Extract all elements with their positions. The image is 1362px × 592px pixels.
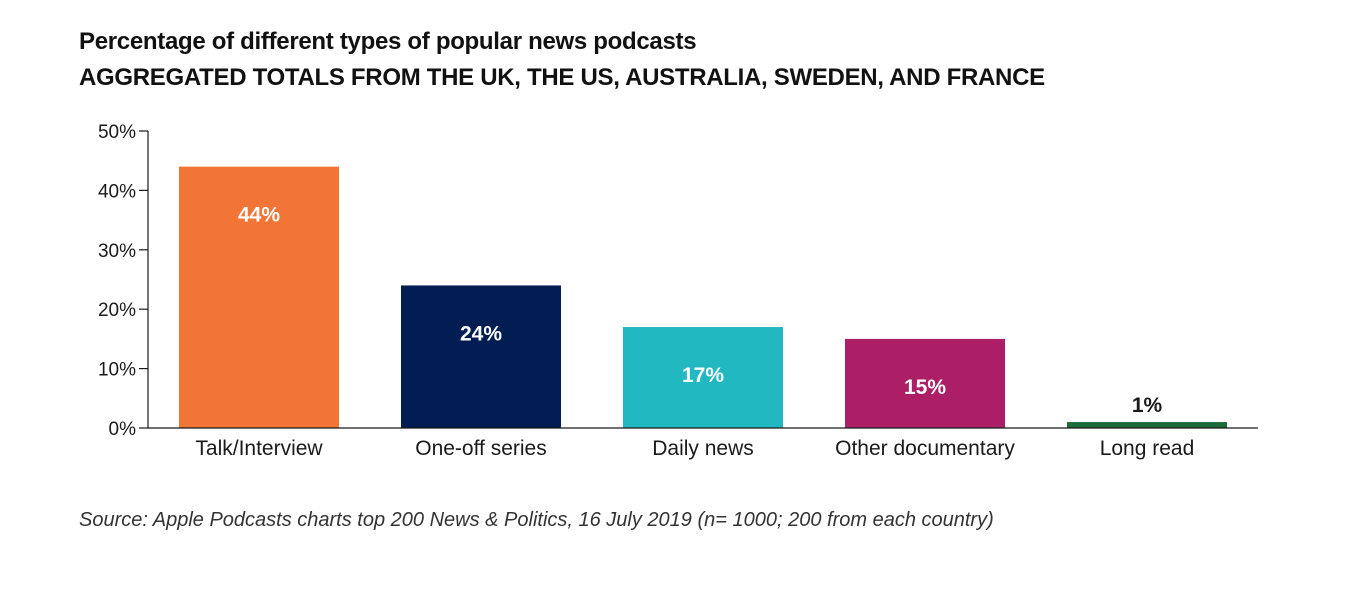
x-tick-label: Talk/Interview [195,437,323,460]
y-tick-label: 0% [109,419,137,440]
bar-value-label: 15% [904,376,946,399]
source-note: Source: Apple Podcasts charts top 200 Ne… [79,509,994,531]
y-tick-label: 40% [98,181,136,202]
bar-value-label: 24% [460,322,502,345]
x-tick-label: Daily news [652,437,754,460]
y-tick-label: 20% [98,300,136,321]
bar [179,166,339,428]
y-tick-label: 30% [98,241,136,262]
bar [845,338,1005,428]
bar-value-label: 44% [238,204,280,227]
y-tick-label: 10% [98,360,136,381]
bar [623,327,783,428]
bar [1067,422,1227,428]
chart-subtitle: AGGREGATED TOTALS FROM THE UK, THE US, A… [79,64,1045,91]
y-tick-label: 50% [98,122,136,143]
chart-title: Percentage of different types of popular… [79,28,697,55]
x-tick-label: Other documentary [835,437,1015,460]
bar-value-label: 17% [682,364,724,387]
x-tick-label: Long read [1100,437,1195,460]
x-tick-label: One-off series [415,437,547,460]
bar [401,285,561,428]
bar-value-label: 1% [1132,394,1163,417]
bar-chart: 0% 10% 20% 30% 40% 50% 44% Talk/Interview 24% One… [98,122,1258,460]
